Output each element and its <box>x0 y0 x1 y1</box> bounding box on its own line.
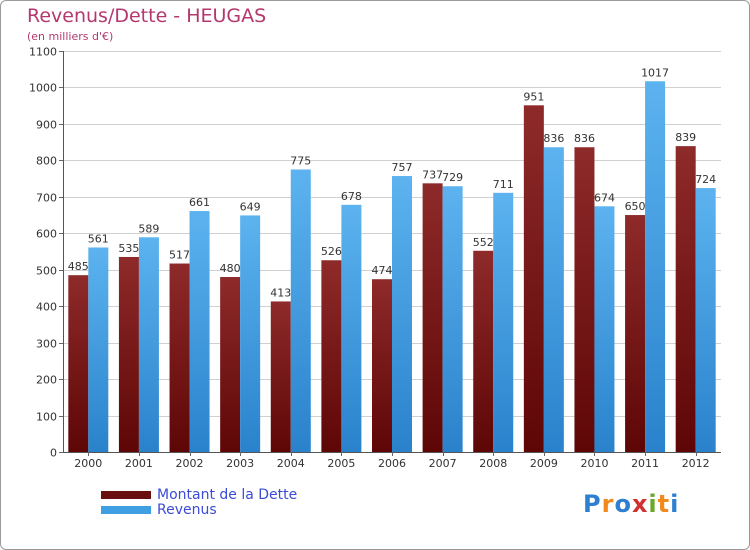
x-tick-label: 2000 <box>74 457 102 470</box>
x-tick-label: 2011 <box>631 457 659 470</box>
data-label-revenus-2002: 661 <box>189 196 210 209</box>
legend-swatch-revenus <box>101 505 151 514</box>
logo-letter: x <box>631 490 649 518</box>
data-label-debt-2006: 474 <box>372 264 393 277</box>
x-tick-label: 2005 <box>327 457 355 470</box>
data-label-debt-2011: 650 <box>625 200 646 213</box>
data-label-revenus-2005: 678 <box>341 190 362 203</box>
data-label-revenus-2001: 589 <box>138 222 159 235</box>
bar-debt-2003 <box>220 277 241 452</box>
bar-revenus-2002 <box>189 211 210 452</box>
logo-letter: o <box>614 490 632 518</box>
y-tick-label: 1100 <box>29 46 57 59</box>
data-label-revenus-2004: 775 <box>290 154 311 167</box>
legend-item-revenus: Revenus <box>101 501 297 518</box>
bar-debt-2002 <box>169 263 190 452</box>
data-label-revenus-2011: 1017 <box>641 66 669 79</box>
chart-legend: Montant de la Dette Revenus <box>101 486 298 518</box>
logo-letter: t <box>657 490 671 518</box>
bar-revenus-2012 <box>695 188 716 452</box>
bar-debt-2006 <box>372 279 392 452</box>
x-tick-label: 2010 <box>580 457 608 470</box>
data-label-revenus-2009: 836 <box>543 132 564 145</box>
x-tick-label: 2008 <box>479 457 507 470</box>
data-label-debt-2009: 951 <box>523 90 544 103</box>
x-tick-label: 2002 <box>176 457 204 470</box>
logo-letter: r <box>601 490 615 518</box>
bar-revenus-2001 <box>138 237 159 452</box>
y-tick-label: 600 <box>36 228 57 241</box>
data-label-revenus-2008: 711 <box>493 178 514 191</box>
y-tick-label: 0 <box>50 447 57 460</box>
data-label-debt-2004: 413 <box>270 286 291 299</box>
bar-debt-2000 <box>68 275 89 452</box>
data-label-debt-2001: 535 <box>118 242 139 255</box>
bar-revenus-2010 <box>594 206 615 452</box>
bar-debt-2005 <box>321 260 342 452</box>
logo-letter: P <box>583 490 602 518</box>
x-tick-label: 2004 <box>277 457 305 470</box>
y-tick-label: 300 <box>36 338 57 351</box>
y-tick-label: 800 <box>36 155 57 168</box>
data-label-debt-2005: 526 <box>321 245 342 258</box>
bar-revenus-2008 <box>493 192 514 453</box>
proxiti-logo: Proxiti <box>583 490 679 518</box>
bar-debt-2007 <box>422 183 443 452</box>
data-label-revenus-2000: 561 <box>88 232 109 245</box>
data-label-debt-2000: 485 <box>68 260 89 273</box>
y-tick-label: 100 <box>36 411 57 424</box>
x-tick-label: 2009 <box>530 457 558 470</box>
chart-title: Revenus/Dette - HEUGAS <box>27 5 267 27</box>
bar-revenus-2003 <box>240 215 261 452</box>
data-label-revenus-2010: 674 <box>594 191 615 204</box>
legend-label-debt: Montant de la Dette <box>157 486 298 503</box>
x-tick-label: 2012 <box>682 457 710 470</box>
data-label-debt-2002: 517 <box>169 249 190 262</box>
data-label-debt-2007: 737 <box>422 168 443 181</box>
legend-swatch-debt <box>101 490 151 499</box>
data-label-revenus-2006: 757 <box>392 161 413 174</box>
bar-revenus-2011 <box>645 81 666 453</box>
y-tick-label: 200 <box>36 374 57 387</box>
bar-revenus-2006 <box>392 176 412 452</box>
data-label-debt-2010: 836 <box>574 132 595 145</box>
logo-letter: i <box>670 490 680 518</box>
legend-item-debt: Montant de la Dette <box>101 486 298 503</box>
logo-letter: i <box>648 490 658 518</box>
bar-revenus-2004 <box>290 169 311 452</box>
bar-debt-2011 <box>625 215 646 452</box>
data-label-revenus-2012: 724 <box>695 173 716 186</box>
bar-revenus-2000 <box>88 247 109 452</box>
bar-revenus-2007 <box>442 186 463 452</box>
data-label-debt-2012: 839 <box>675 131 696 144</box>
y-tick-label: 400 <box>36 301 57 314</box>
data-label-debt-2008: 552 <box>473 236 494 249</box>
data-label-debt-2003: 480 <box>220 262 241 275</box>
data-label-revenus-2007: 729 <box>442 171 463 184</box>
bar-debt-2008 <box>473 250 494 452</box>
y-tick-label: 1000 <box>29 82 57 95</box>
x-tick-label: 2006 <box>378 457 406 470</box>
x-tick-label: 2003 <box>226 457 254 470</box>
bar-debt-2010 <box>574 147 595 453</box>
y-tick-label: 900 <box>36 119 57 132</box>
bar-revenus-2005 <box>341 204 362 452</box>
bar-debt-2001 <box>118 256 139 452</box>
x-tick-label: 2001 <box>125 457 153 470</box>
legend-label-revenus: Revenus <box>157 501 217 518</box>
y-tick-label: 500 <box>36 265 57 278</box>
bar-debt-2009 <box>523 105 544 453</box>
chart-subtitle: (en milliers d'€) <box>27 30 114 43</box>
y-tick-label: 700 <box>36 192 57 205</box>
x-tick-label: 2007 <box>429 457 457 470</box>
bar-debt-2012 <box>675 146 696 452</box>
data-label-revenus-2003: 649 <box>240 200 261 213</box>
bar-debt-2004 <box>270 301 291 452</box>
bar-revenus-2009 <box>543 147 564 453</box>
